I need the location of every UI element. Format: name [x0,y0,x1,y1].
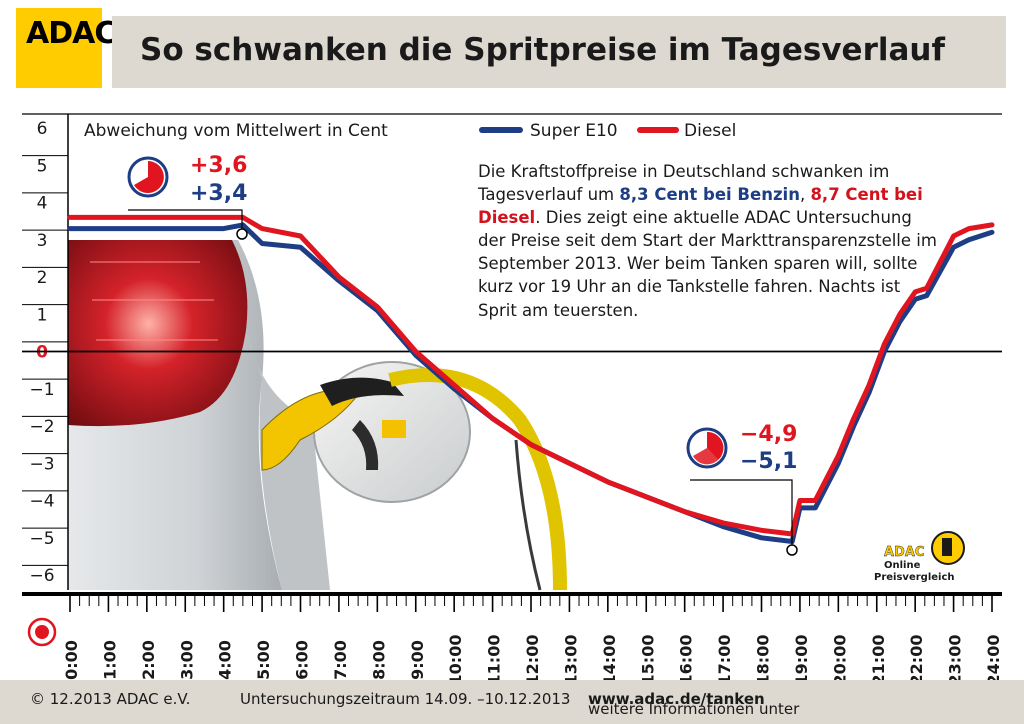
x-tick-label: 6:00 [293,640,312,680]
min-super-label: −5,1 [740,449,797,474]
badge-line-online: Online [884,560,921,571]
x-tick-label: 2:00 [139,640,158,680]
badge-line-preisvergleich: Preisvergleich [874,572,955,583]
max-marker [236,228,248,240]
y-tick-label: 1 [37,305,48,325]
legend-label-diesel: Diesel [684,121,736,141]
series-line-diesel [67,214,995,537]
footer-copyright: © 12.2013 ADAC e.V. [30,690,191,708]
description-separator: , [799,185,811,205]
y-tick-label: 5 [37,156,48,176]
x-tick-label: 24:00 [984,635,1003,680]
footer-more-prefix: weitere Informationen unter [588,700,800,718]
badge-brand: ADAC [884,545,924,560]
page-title: So schwanken die Spritpreise im Tagesver… [140,32,945,68]
description-benzin: 8,3 Cent bei Benzin [619,185,800,205]
x-tick-label: 22:00 [907,635,926,680]
min-diesel-label: −4,9 [740,422,797,447]
max-annotation: +3,6 +3,4 [127,153,248,240]
fuel-photo-illustration [68,240,567,591]
x-tick-label: 9:00 [408,640,427,680]
y-tick-label: 0 [36,343,48,363]
x-tick-label: 8:00 [369,640,388,680]
legend-label-super: Super E10 [530,121,618,141]
x-tick-label: 5:00 [254,640,273,680]
clock-icon-min [686,427,728,469]
x-tick-label: 18:00 [754,635,773,680]
footer-more-info: weitere Informationen unter www.adac.de/… [588,690,799,718]
y-axis: 6 5 4 3 2 1 0 −1 −2 −3 −4 −5 −6 [22,113,1002,590]
title-bar: So schwanken die Spritpreise im Tagesver… [112,16,1006,88]
description-intro: Die Kraftstoffpreise in Deutschland schw… [478,162,890,205]
y-tick-label: −6 [29,566,54,586]
min-marker [786,544,798,556]
footer: © 12.2013 ADAC e.V. Untersuchungszeitrau… [0,680,1024,724]
y-tick-label: 2 [37,268,48,288]
online-price-badge: ADAC Online Preisvergleich [874,531,965,583]
legend: Super E10 Diesel [479,121,736,141]
price-chart: 6 5 4 3 2 1 0 −1 −2 −3 −4 −5 −6 0:00 1:00 2:00 3:00 4:00… [22,113,1003,680]
y-tick-label: −2 [29,417,54,437]
x-tick-label: 10:00 [446,635,465,680]
description-diesel: 8,7 Cent bei Diesel [478,185,923,228]
x-tick-label: 15:00 [638,635,657,680]
y-tick-label: −4 [29,492,54,512]
series-layer [67,214,995,544]
x-tick-label: 14:00 [600,635,619,680]
x-tick-label: 3:00 [177,640,196,680]
max-super-label: +3,4 [190,181,247,206]
x-tick-label: 7:00 [331,640,350,680]
footer-period: Untersuchungszeitraum 14.09. –10.12.2013 [240,690,571,708]
min-annotation: −4,9 −5,1 [686,422,798,556]
max-diesel-label: +3,6 [190,153,247,178]
y-tick-label: −5 [29,529,54,549]
x-tick-label: 20:00 [830,635,849,680]
clock-icon-max [127,156,169,198]
y-tick-label: −1 [29,380,54,400]
description-rest: . Dies zeigt eine aktuelle ADAC Untersuc… [478,208,937,320]
x-axis: 0:00 1:00 2:00 3:00 4:00 5:00 6:00 7:00 8:00 9:00… [22,592,1003,680]
clock-icon-axis [27,617,57,647]
x-tick-label: 1:00 [100,640,119,680]
x-tick-label: 12:00 [523,635,542,680]
x-tick-label: 19:00 [792,635,811,680]
y-axis-title: Abweichung vom Mittelwert in Cent [84,121,388,141]
x-tick-label: 23:00 [946,635,965,680]
y-tick-label: 6 [37,119,48,139]
x-tick-label: 4:00 [216,640,235,680]
adac-logo-text: ADAC [26,16,116,51]
x-tick-label: 21:00 [869,635,888,680]
x-tick-label: 17:00 [715,635,734,680]
adac-logo: ADAC [16,8,116,88]
header: ADAC So schwanken die Spritpreise im Tag… [0,0,1024,100]
footer-more-url[interactable]: www.adac.de/tanken [588,690,765,708]
x-tick-label: 0:00 [62,640,81,680]
y-tick-label: 3 [37,231,48,251]
x-tick-label: 13:00 [561,635,580,680]
description-text: Die Kraftstoffpreise in Deutschland schw… [478,160,938,322]
x-tick-label: 16:00 [677,635,696,680]
y-tick-label: −3 [29,454,54,474]
x-tick-label: 11:00 [485,635,504,680]
y-tick-label: 4 [37,194,48,214]
